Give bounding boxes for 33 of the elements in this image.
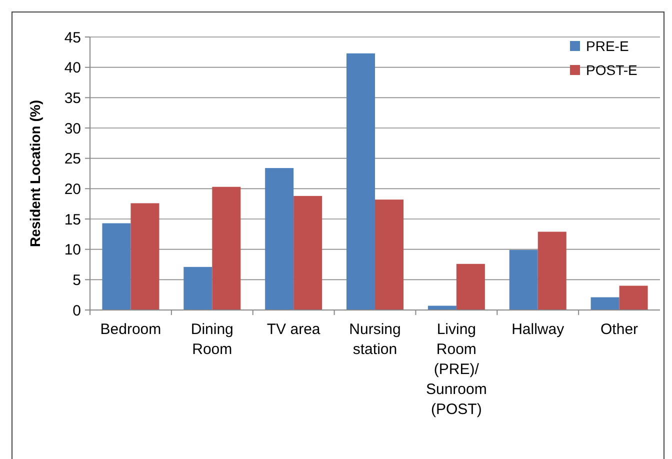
bar bbox=[509, 250, 538, 310]
x-tick-label: Dining Room bbox=[190, 321, 234, 358]
bar bbox=[346, 53, 375, 310]
y-tick-label: 35 bbox=[64, 90, 81, 107]
y-tick-label: 15 bbox=[64, 211, 81, 228]
y-tick-label: 45 bbox=[64, 29, 81, 46]
bar bbox=[130, 203, 160, 310]
y-tick-label: 40 bbox=[64, 60, 81, 77]
bar bbox=[375, 200, 404, 310]
y-tick-label: 0 bbox=[72, 302, 81, 320]
x-tick-label: Bedroom bbox=[100, 321, 162, 338]
y-tick-label: 10 bbox=[64, 242, 81, 259]
x-tick-label: Other bbox=[600, 321, 638, 338]
x-tick-label: Hallway bbox=[512, 321, 565, 338]
x-tick-label: Nursing station bbox=[349, 321, 401, 358]
y-axis-title: Resident Location (%) bbox=[27, 100, 43, 248]
bar bbox=[102, 223, 131, 310]
bar bbox=[212, 186, 241, 310]
x-tick-label: Living Room (PRE)/ Sunroom (POST) bbox=[426, 321, 487, 418]
legend-label: POST-E bbox=[586, 62, 638, 78]
bar bbox=[619, 286, 648, 310]
bar bbox=[538, 232, 566, 310]
y-tick-label: 5 bbox=[72, 272, 81, 289]
bar bbox=[184, 266, 212, 310]
x-tick-label: TV area bbox=[266, 321, 321, 338]
y-tick-label: 30 bbox=[64, 120, 81, 138]
legend-label: PRE-E bbox=[586, 38, 629, 54]
bar bbox=[456, 264, 485, 310]
bar bbox=[265, 168, 294, 310]
y-tick-label: 25 bbox=[64, 150, 81, 168]
bar bbox=[590, 297, 620, 310]
bar bbox=[294, 196, 322, 310]
y-tick-label: 20 bbox=[64, 180, 81, 198]
